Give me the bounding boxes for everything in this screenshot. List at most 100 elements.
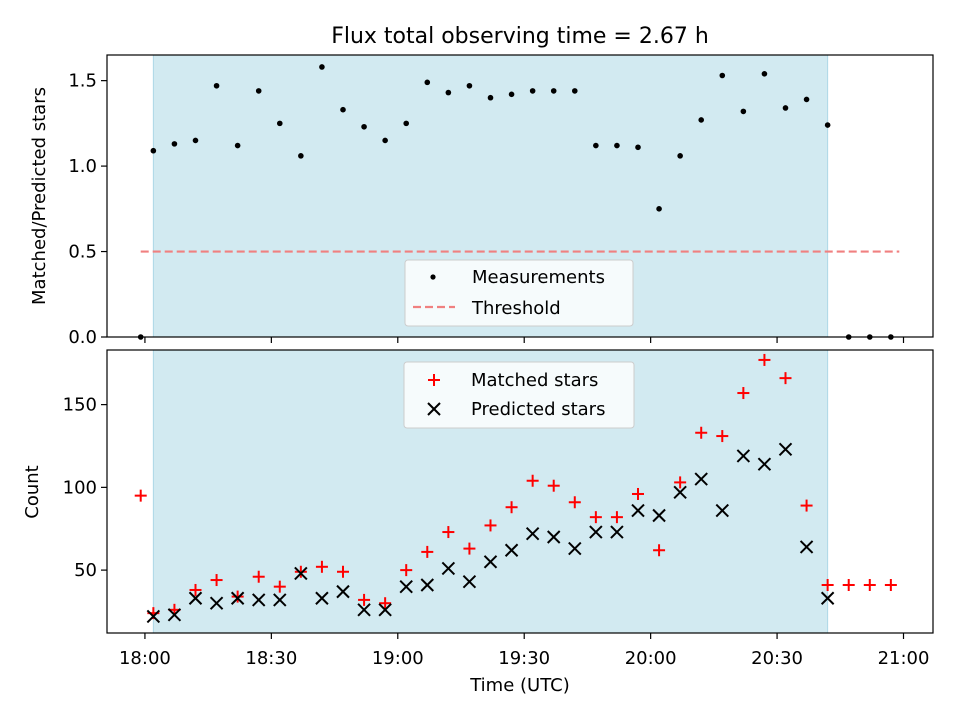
predicted-x-b [736, 449, 751, 463]
top-marks [137, 64, 900, 340]
predicted-stars-point [525, 526, 540, 541]
predicted-x-b [188, 591, 203, 605]
matched-stars-point [758, 353, 771, 366]
measurement-point [761, 71, 768, 77]
measurement-point [614, 142, 620, 149]
measurement-point [403, 120, 410, 127]
predicted-stars-point [399, 579, 413, 594]
x-tick-label: 20:00 [625, 648, 677, 669]
predicted-stars-point [441, 561, 456, 576]
measurement-point [213, 82, 220, 89]
predicted-stars-point [252, 593, 266, 607]
predicted-x-b [610, 525, 624, 539]
x-axis-label: Time (UTC) [469, 675, 570, 696]
matched-stars-point [421, 545, 434, 558]
matched-stars-point [589, 511, 602, 524]
measurement-point [782, 105, 789, 111]
measurement-point [593, 142, 599, 149]
predicted-stars-point [694, 472, 708, 486]
y-tick-label: 1.5 [68, 71, 97, 92]
measurement-point [824, 122, 831, 128]
legend-label-predicted: Predicted stars [471, 399, 605, 420]
y-tick-label: 0.0 [68, 327, 97, 348]
predicted-x-b [483, 555, 498, 569]
measurement-point [150, 147, 157, 154]
predicted-x-b [441, 561, 456, 576]
matched-stars-point [189, 583, 202, 596]
measurement-point [487, 94, 494, 101]
predicted-stars-point [378, 603, 392, 617]
y-tick-label: 150 [63, 395, 97, 416]
bottom-axes-frame [106, 349, 934, 634]
y-tick-label: 1.0 [68, 156, 97, 177]
measurement-point [719, 72, 726, 79]
predicted-x-b [273, 593, 287, 607]
matched-stars-point [252, 570, 265, 583]
matched-stars-point [358, 593, 371, 606]
legend-marker-predicted [427, 402, 441, 416]
measurement-point [424, 79, 431, 86]
measurement-point [656, 206, 662, 212]
matched-stars-point [400, 564, 413, 577]
predicted-stars-point [652, 508, 666, 523]
measurement-point [361, 123, 367, 130]
measurement-point [255, 88, 262, 94]
measurement-point [319, 64, 325, 70]
measurement-point [677, 153, 683, 159]
matched-stars-point [695, 426, 708, 439]
matched-stars-point [210, 574, 223, 587]
matched-stars-point [716, 430, 729, 443]
matched-stars-point [273, 580, 286, 593]
predicted-x-b [420, 578, 434, 592]
measurement-point [508, 91, 515, 98]
predicted-x-b [757, 457, 772, 471]
matched-stars-point [231, 590, 244, 603]
predicted-x-b [778, 442, 793, 457]
matched-stars-point [484, 519, 497, 532]
measurement-point [571, 88, 578, 94]
predicted-x-b [547, 530, 561, 544]
matched-stars-point [315, 560, 328, 573]
predicted-stars-point [568, 541, 582, 556]
predicted-x-b [167, 608, 182, 622]
predicted-x-b [399, 579, 413, 594]
matched-stars-point [526, 474, 539, 487]
bottom-panel: 50 100 150 Matched stars Predicted stars C… [22, 349, 934, 639]
predicted-stars-point [230, 591, 245, 605]
measurement-point [740, 108, 747, 115]
measurement-point [234, 142, 241, 149]
predicted-x-b [378, 603, 392, 617]
predicted-stars-point [673, 485, 687, 500]
matched-stars-point [842, 579, 855, 592]
predicted-stars-point [631, 503, 645, 518]
matched-stars-point [779, 372, 792, 385]
predicted-x-b [336, 584, 350, 599]
predicted-stars-point [799, 540, 814, 554]
x-tick-label: 20:30 [751, 648, 803, 669]
predicted-stars-point [294, 566, 308, 581]
predicted-x-b [820, 591, 835, 605]
matched-stars-point [337, 565, 349, 578]
predicted-x-b [673, 485, 687, 500]
measurement-point [298, 153, 304, 159]
matched-stars-point [737, 387, 750, 400]
top-legend-box [404, 259, 634, 327]
measurement-point [276, 120, 283, 127]
predicted-stars-point [273, 593, 287, 607]
measurement-point [635, 144, 641, 151]
matched-stars-point [505, 501, 518, 514]
bottom-legend: Matched stars Predicted stars [403, 361, 635, 429]
measurement-point [445, 89, 452, 96]
matched-stars-point [442, 526, 455, 539]
top-axes-frame [106, 54, 934, 338]
predicted-x-b [631, 503, 645, 518]
measurement-point [192, 137, 199, 144]
predicted-x-b [694, 472, 708, 486]
predicted-x-b [357, 603, 371, 617]
y-tick-label: 0.5 [68, 242, 97, 263]
predicted-stars-point [820, 591, 835, 605]
predicted-x-b [715, 503, 729, 518]
predicted-stars-point [146, 609, 161, 624]
top-panel: 0.0 0.5 1.0 1.5 Measurements Threshold Matc… [29, 54, 934, 348]
